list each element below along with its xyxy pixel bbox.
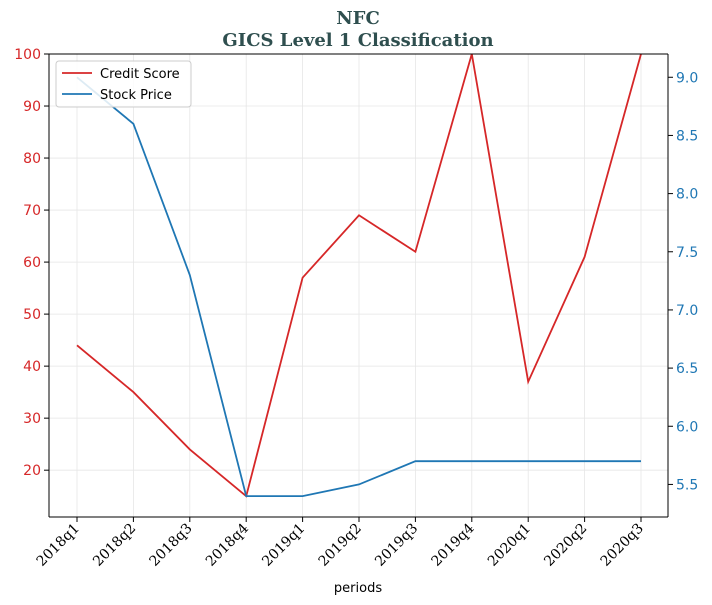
x-tick-label: 2018q4 bbox=[203, 520, 252, 569]
series-line-credit-score bbox=[76, 53, 642, 498]
left-tick-label: 30 bbox=[23, 411, 41, 427]
x-tick-label: 2019q2 bbox=[316, 521, 365, 570]
left-tick-label: 60 bbox=[23, 255, 41, 271]
left-tick-label: 50 bbox=[23, 307, 41, 323]
x-tick-label: 2020q1 bbox=[485, 521, 534, 570]
x-tick-label: 2020q2 bbox=[541, 521, 590, 570]
left-tick-label: 90 bbox=[23, 99, 41, 115]
chart-subtitle: GICS Level 1 Classification bbox=[222, 30, 493, 51]
right-tick-label: 8.5 bbox=[676, 128, 698, 144]
x-axis-label: periods bbox=[334, 581, 382, 596]
legend-label: Credit Score bbox=[100, 67, 180, 82]
x-tick-label: 2018q2 bbox=[90, 521, 139, 570]
x-tick-label: 2018q1 bbox=[34, 521, 83, 570]
chart-title: NFC bbox=[336, 8, 380, 29]
series-line-stock-price bbox=[76, 76, 641, 498]
series-layer bbox=[76, 53, 642, 498]
x-axis-ticks: 2018q1 2018q2 2018q3 2018q4 2019q1 2019q2 2019… bbox=[34, 517, 647, 570]
right-tick-label: 5.5 bbox=[676, 477, 698, 493]
legend: Credit Score Stock Price bbox=[55, 60, 192, 108]
left-tick-label: 40 bbox=[23, 359, 41, 375]
right-tick-label: 9.0 bbox=[676, 70, 698, 86]
left-tick-label: 70 bbox=[23, 203, 41, 219]
right-tick-label: 6.5 bbox=[676, 361, 698, 377]
left-tick-label: 100 bbox=[14, 47, 41, 63]
right-axis-ticks: 5.5 6.0 6.5 7.0 7.5 8.0 8.5 9.0 bbox=[668, 70, 698, 493]
legend-label: Stock Price bbox=[100, 88, 172, 103]
left-tick-label: 20 bbox=[23, 463, 41, 479]
right-tick-label: 7.5 bbox=[676, 245, 698, 261]
left-axis-ticks: 20 30 40 50 60 70 80 90 100 bbox=[14, 47, 49, 479]
x-tick-label: 2019q4 bbox=[428, 520, 477, 569]
x-tick-label: 2019q1 bbox=[259, 521, 308, 570]
left-tick-label: 80 bbox=[23, 151, 41, 167]
x-tick-label: 2019q3 bbox=[372, 521, 421, 570]
right-tick-label: 8.0 bbox=[676, 187, 698, 203]
x-tick-label: 2020q3 bbox=[598, 521, 647, 570]
right-tick-label: 6.0 bbox=[676, 419, 698, 435]
grid-layer bbox=[49, 53, 668, 517]
right-tick-label: 7.0 bbox=[676, 303, 698, 319]
x-tick-label: 2018q3 bbox=[146, 521, 195, 570]
axes-layer bbox=[48, 53, 669, 518]
